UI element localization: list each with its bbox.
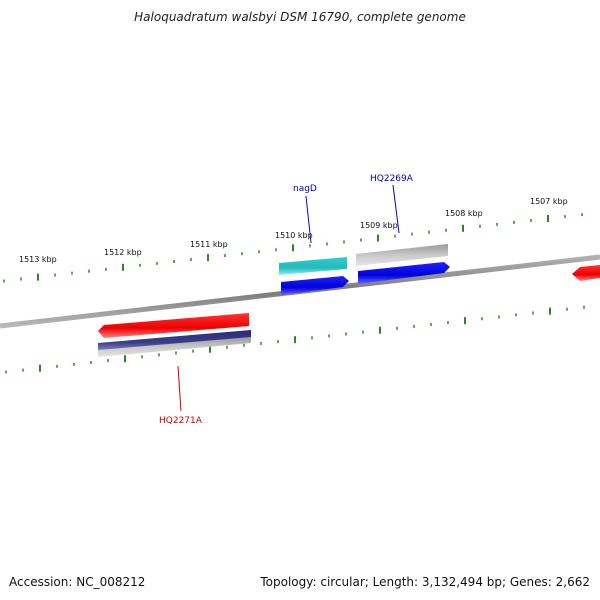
outer-tick-ring: [3, 213, 583, 283]
feature-nagD-cds[interactable]: [281, 276, 349, 295]
feature-HQ2271A-cds[interactable]: [98, 313, 249, 338]
feature-HQ2271A-purple[interactable]: [98, 330, 251, 351]
feature-nagD-rna[interactable]: [279, 257, 347, 275]
tick-label-1510: 1510 kbp: [275, 231, 313, 240]
accession-label: Accession: NC_008212: [9, 575, 146, 589]
tick-label-1512: 1512 kbp: [104, 248, 142, 257]
map-title: Haloquadratum walsbyi DSM 16790, complet…: [134, 10, 466, 24]
feature-HQ2269A-cds[interactable]: [358, 262, 450, 284]
tick-label-1509: 1509 kbp: [360, 221, 398, 230]
HQ2269A-connector: [392, 184, 400, 234]
tick-label-1511: 1511 kbp: [190, 240, 228, 249]
feature-HQ2271A-grey[interactable]: [98, 337, 251, 357]
gene-label-nagD[interactable]: nagD: [293, 184, 317, 194]
inner-tick-ring: [5, 305, 585, 374]
tick-label-1507: 1507 kbp: [530, 197, 568, 206]
gene-label-HQ2269A[interactable]: HQ2269A: [370, 174, 414, 184]
HQ2271A-connector: [177, 365, 182, 412]
gene-label-HQ2271A[interactable]: HQ2271A: [159, 416, 203, 426]
feature-HQ2269A-pseudo[interactable]: [356, 244, 448, 266]
tick-label-1513: 1513 kbp: [19, 255, 57, 264]
nagD-connector: [305, 195, 312, 244]
tick-label-1508: 1508 kbp: [445, 209, 483, 218]
feature-right-edge-cds[interactable]: [572, 265, 600, 281]
topology-label: Topology: circular; Length: 3,132,494 bp…: [260, 575, 590, 589]
